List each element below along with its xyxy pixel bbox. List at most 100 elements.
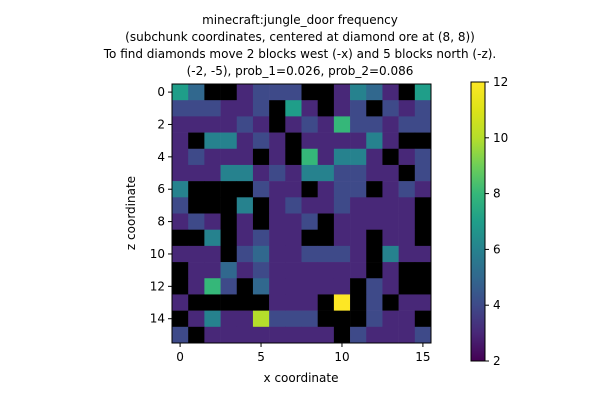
heatmap-cell (317, 197, 335, 214)
heatmap-cell (333, 181, 351, 198)
heatmap-cell (414, 278, 432, 295)
heatmap-cell (414, 294, 432, 311)
heatmap-cell (301, 229, 318, 247)
heatmap-cell (252, 326, 270, 344)
heatmap-cell (252, 278, 270, 295)
heatmap-cell (204, 84, 221, 101)
heatmap-cell (333, 132, 351, 150)
heatmap-cell (366, 164, 383, 182)
heatmap-cell (333, 229, 351, 247)
y-axis-label: z coordinate (124, 176, 138, 250)
heatmap-cell (414, 245, 432, 263)
heatmap-cell (285, 326, 302, 344)
heatmap-cell (220, 310, 238, 328)
heatmap-cell (333, 197, 351, 214)
heatmap-cell (414, 164, 432, 182)
heatmap-cell (172, 100, 189, 117)
heatmap-cell (366, 245, 383, 263)
heatmap-cell (398, 164, 416, 182)
heatmap-cell (269, 310, 286, 328)
colorbar-tick-label: 2 (493, 354, 501, 368)
heatmap-cell (301, 326, 318, 344)
heatmap-cell (220, 116, 238, 133)
heatmap-cell (269, 181, 286, 198)
heatmap-cell (317, 181, 335, 198)
heatmap-cell (366, 326, 383, 344)
chart-title-line-2: (subchunk coordinates, centered at diamo… (125, 30, 475, 44)
heatmap-cell (204, 148, 221, 166)
heatmap-cell (398, 197, 416, 214)
heatmap-cell (220, 100, 238, 117)
heatmap-cell (382, 310, 399, 328)
heatmap-cell (252, 164, 270, 182)
heatmap-cell (172, 84, 189, 101)
heatmap-cell (333, 294, 351, 311)
heatmap-cell (285, 116, 302, 133)
heatmap-cell (252, 148, 270, 166)
heatmap-cell (269, 262, 286, 279)
x-tick-label: 10 (334, 350, 349, 364)
heatmap-cell (398, 181, 416, 198)
heatmap-cell (317, 326, 335, 344)
heatmap-cell (366, 197, 383, 214)
heatmap-cell (382, 84, 399, 101)
heatmap-cell (285, 245, 302, 263)
heatmap-cell (252, 229, 270, 247)
heatmap-cell (398, 294, 416, 311)
heatmap-cell (204, 278, 221, 295)
heatmap-cell (252, 262, 270, 279)
heatmap-cell (236, 245, 254, 263)
heatmap-cell (220, 294, 238, 311)
y-tick-label: 14 (150, 312, 165, 326)
plot-frame (171, 83, 432, 344)
heatmap-cell (382, 116, 399, 133)
heatmap-cell (188, 148, 205, 166)
heatmap-cell (350, 197, 367, 214)
heatmap-cell (188, 278, 205, 295)
heatmap-cell (269, 229, 286, 247)
heatmap-cell (285, 100, 302, 117)
heatmap-cell (414, 262, 432, 279)
heatmap-cell (285, 213, 302, 230)
heatmap-cell (172, 278, 189, 295)
chart-title-line-3: To find diamonds move 2 blocks west (-x)… (103, 47, 497, 61)
y-axis: 0 2 4 6 8 10 12 14 (150, 85, 172, 326)
heatmap-cell (204, 181, 221, 198)
heatmap-cell (204, 100, 221, 117)
colorbar-tick-label: 6 (493, 242, 501, 256)
heatmap-cell (301, 197, 318, 214)
heatmap-cell (317, 262, 335, 279)
heatmap-cell (366, 148, 383, 166)
heatmap-cell (350, 132, 367, 150)
heatmap-cell (382, 164, 399, 182)
heatmap-cell (252, 181, 270, 198)
heatmap-cell (301, 310, 318, 328)
heatmap-cell (172, 148, 189, 166)
heatmap-cell (188, 229, 205, 247)
heatmap-cell (317, 164, 335, 182)
heatmap-cell (236, 326, 254, 344)
heatmap-cell (204, 132, 221, 150)
heatmap-cell (366, 262, 383, 279)
heatmap-cell (382, 262, 399, 279)
heatmap-cell (188, 116, 205, 133)
colorbar-tick-label: 10 (493, 131, 508, 145)
heatmap-cell (204, 197, 221, 214)
heatmap-cell (236, 164, 254, 182)
heatmap-cell (236, 132, 254, 150)
heatmap-cell (172, 116, 189, 133)
heatmap-cell (285, 164, 302, 182)
heatmap-cell (382, 148, 399, 166)
heatmap-cell (414, 84, 432, 101)
heatmap-cell (350, 229, 367, 247)
heatmap-cell (252, 197, 270, 214)
heatmap-cell (382, 229, 399, 247)
heatmap-cell (301, 164, 318, 182)
heatmap-cell (269, 326, 286, 344)
heatmap-cell (414, 181, 432, 198)
heatmap-cell (382, 326, 399, 344)
heatmap-cell (317, 294, 335, 311)
heatmap-cell (317, 132, 335, 150)
heatmap-cell (301, 213, 318, 230)
